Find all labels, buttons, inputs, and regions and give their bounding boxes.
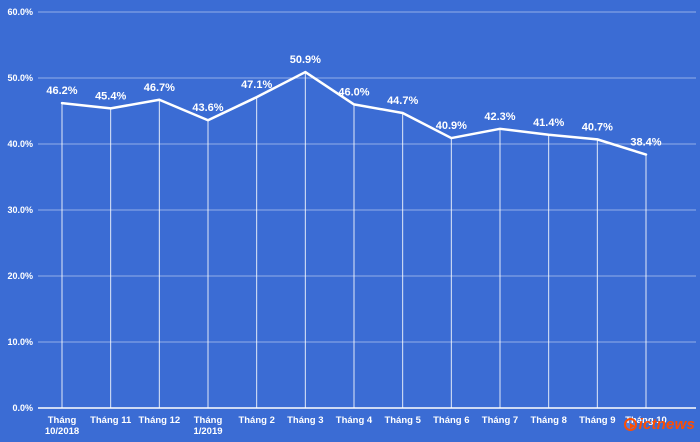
x-axis-tick-label: Tháng 7 [482, 415, 518, 426]
y-axis-tick-label: 60.0% [7, 7, 33, 17]
data-point-label: 40.9% [436, 120, 467, 132]
y-axis-tick-label: 20.0% [7, 271, 33, 281]
x-axis-tick-label: Tháng 9 [579, 415, 615, 426]
x-axis-tick-label: Tháng 5 [384, 415, 421, 426]
y-axis-tick-label: 30.0% [7, 205, 33, 215]
data-point-label: 43.6% [192, 102, 223, 114]
data-point-label: 47.1% [241, 79, 272, 91]
x-axis-tick-label: Tháng 4 [336, 415, 373, 426]
data-point-label: 45.4% [95, 90, 126, 102]
x-axis-tick-label: Tháng 12 [138, 415, 180, 426]
x-axis-tick-label: Tháng 3 [287, 415, 323, 426]
y-axis-tick-label: 40.0% [7, 139, 33, 149]
x-axis-tick-label: Tháng 11 [90, 415, 132, 426]
y-axis-tick-label: 50.0% [7, 73, 33, 83]
series-line [60, 70, 648, 156]
data-point-label: 41.4% [533, 117, 564, 129]
data-point-label: 46.0% [338, 86, 369, 98]
data-point-label: 50.9% [290, 54, 321, 66]
data-point-label: 44.7% [387, 95, 418, 107]
x-axis-tick-label: Tháng 2 [238, 415, 274, 426]
x-axis-tick-label: Tháng 1/2019 [193, 415, 222, 437]
watermark-text: ictnews [638, 416, 695, 433]
y-axis-tick-label: 0.0% [12, 403, 33, 413]
x-axis-tick-label: Tháng 10 [625, 415, 667, 426]
data-point-label: 40.7% [582, 121, 613, 133]
watermark: ictnews [623, 416, 695, 433]
x-axis-tick-label: Tháng 8 [530, 415, 566, 426]
y-axis-tick-label: 10.0% [7, 337, 33, 347]
x-axis-tick-label: Tháng 6 [433, 415, 469, 426]
data-point-label: 42.3% [484, 111, 515, 123]
data-point-label: 38.4% [630, 137, 661, 149]
data-point-label: 46.7% [144, 82, 175, 94]
data-point-label: 46.2% [46, 85, 77, 97]
x-axis-tick-label: Tháng 10/2018 [45, 415, 79, 437]
ictnews-logo-icon [623, 418, 637, 431]
